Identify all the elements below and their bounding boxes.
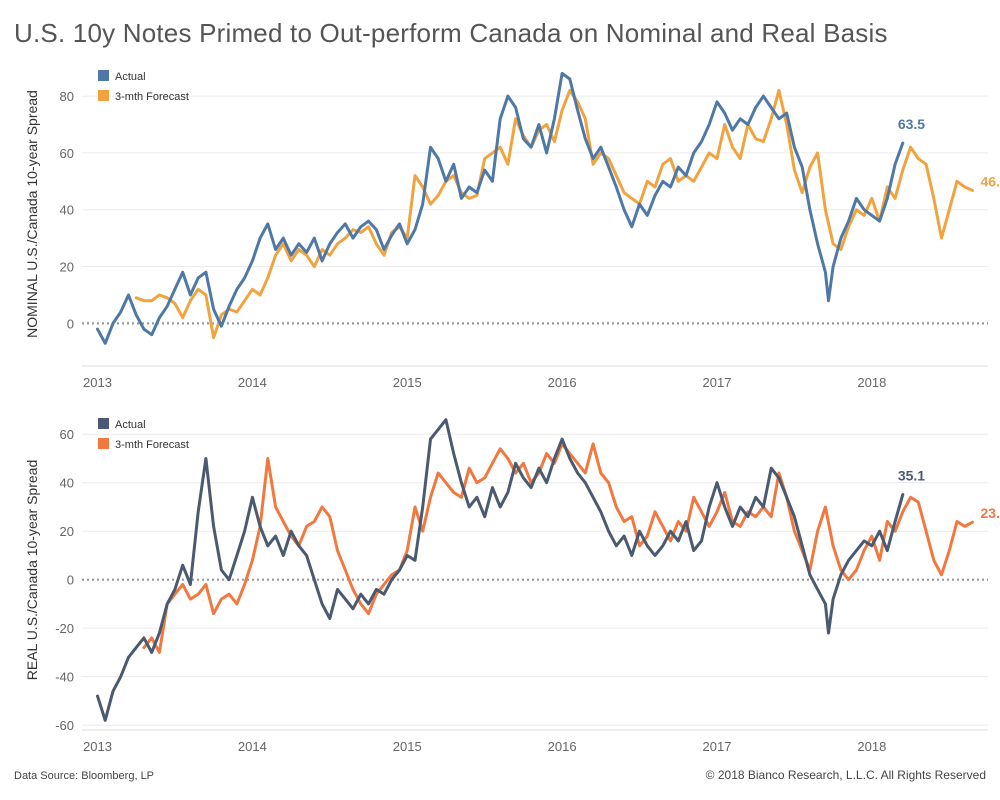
x-tick-label: 2015: [393, 375, 422, 390]
y-tick-label: 0: [67, 573, 74, 588]
y-tick-label: 60: [60, 146, 74, 161]
copyright-text: 2018 Bianco Research, L.L.C. All Rights …: [717, 768, 986, 782]
real-spread-chart: -60 -40 -20 0 20 40 60 2013 2014 2015 2016 2017 2018…: [24, 418, 1000, 754]
y-tick-label: 40: [60, 476, 74, 491]
copyright: © 2018 Bianco Research, L.L.C. All Right…: [706, 768, 986, 782]
x-tick-label: 2015: [393, 739, 422, 754]
y-tick-label: 60: [60, 427, 74, 442]
y-tick-label: 20: [60, 260, 74, 275]
end-label-forecast: 23.7: [981, 505, 1000, 521]
series-line-forecast: [134, 88, 974, 340]
series-line-actual: [96, 418, 905, 722]
copyright-symbol: ©: [705, 768, 715, 782]
legend-swatch: [98, 70, 109, 81]
y-axis-title: NOMINAL U.S./Canada 10-year Spread: [24, 90, 40, 338]
x-tick-label: 2014: [238, 375, 267, 390]
series-line-actual: [96, 71, 905, 345]
x-tick-label: 2018: [857, 739, 886, 754]
x-tick-label: 2017: [703, 375, 732, 390]
y-tick-label: -20: [55, 621, 74, 636]
y-tick-label: 20: [60, 524, 74, 539]
legend-swatch: [98, 418, 109, 429]
data-source: Data Source: Bloomberg, LP: [14, 770, 155, 782]
legend-label: 3-mth Forecast: [115, 439, 189, 451]
y-tick-label: 40: [60, 203, 74, 218]
y-tick-label: 80: [60, 89, 74, 104]
legend-swatch: [98, 90, 109, 101]
x-tick-label: 2016: [548, 375, 577, 390]
y-tick-label: -60: [55, 718, 74, 733]
legend-label: 3-mth Forecast: [115, 91, 189, 103]
x-tick-label: 2013: [83, 739, 112, 754]
legend-label: Actual: [115, 419, 146, 431]
x-tick-label: 2014: [238, 739, 267, 754]
x-tick-label: 2013: [83, 375, 112, 390]
page-title: U.S. 10y Notes Primed to Out-perform Can…: [14, 18, 888, 48]
y-tick-label: -40: [55, 670, 74, 685]
legend-label: Actual: [115, 71, 146, 83]
y-tick-label: 0: [67, 316, 74, 331]
legend-swatch: [98, 438, 109, 449]
end-label-forecast: 46.8: [981, 173, 1000, 189]
end-label-actual: 63.5: [898, 116, 925, 132]
series-line-forecast: [142, 442, 974, 654]
nominal-spread-chart: 0 20 40 60 80 2013 2014 2015 2016 2017 2018 NOMINAL…: [24, 70, 1000, 390]
x-tick-label: 2017: [703, 739, 732, 754]
end-label-actual: 35.1: [898, 468, 925, 484]
x-tick-label: 2016: [548, 739, 577, 754]
x-tick-label: 2018: [857, 375, 886, 390]
y-axis-title: REAL U.S./Canada 10-year Spread: [24, 460, 40, 681]
